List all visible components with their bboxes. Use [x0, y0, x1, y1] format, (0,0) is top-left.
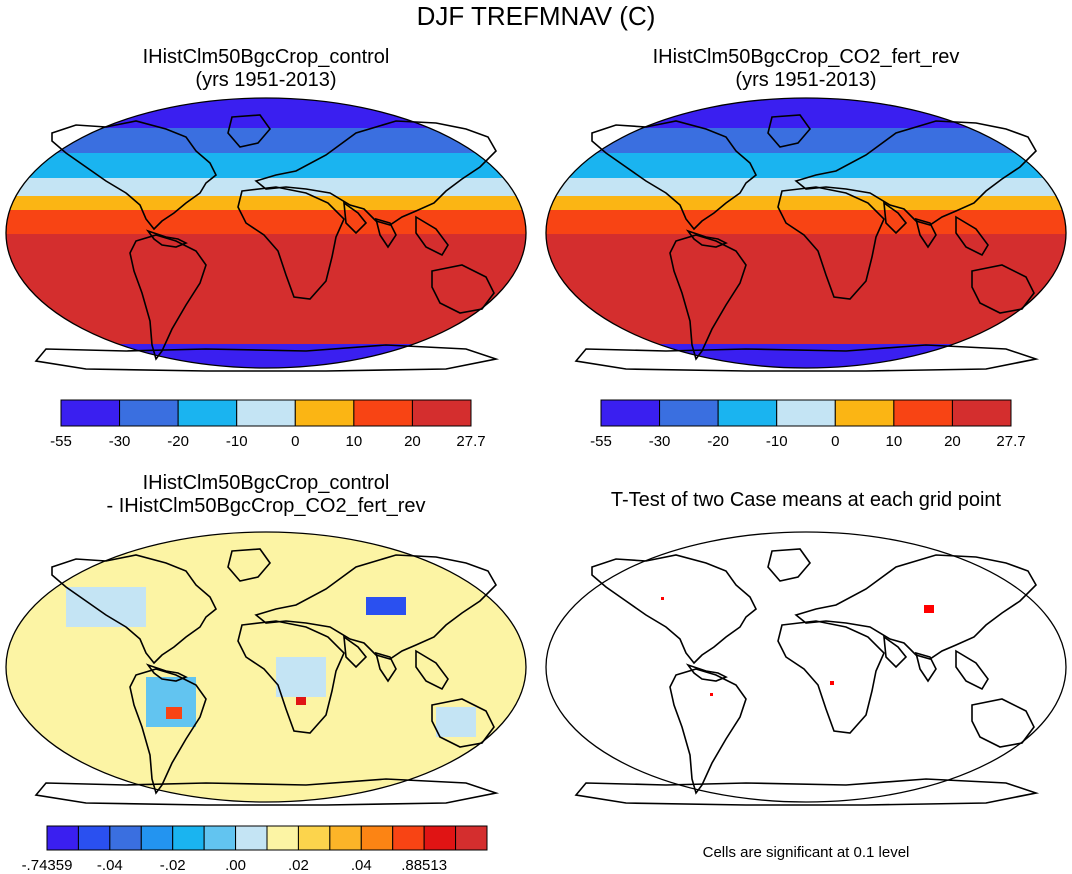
colorbar-tick-label: .02: [288, 857, 309, 874]
colorbar-tick-label: -10: [766, 433, 788, 450]
colorbar-swatch: [119, 399, 179, 427]
colorbar-swatch: [203, 825, 237, 851]
colorbar-tick-label: -.02: [160, 857, 186, 874]
colorbar-swatch: [60, 399, 121, 427]
colorbar-tick-label: .88513: [401, 857, 447, 874]
colorbar-swatch: [353, 399, 413, 427]
panel-title-top-right: IHistClm50BgcCrop_CO2_fert_rev (yrs 1951…: [556, 46, 1056, 92]
colorbar-tick-label: -.04: [97, 857, 123, 874]
colorbar-tick-label: -20: [707, 433, 729, 450]
significance-note: Cells are significant at 0.1 level: [702, 844, 910, 861]
map-panels: [5, 97, 1067, 806]
colorbar-swatch: [172, 825, 205, 851]
colorbar-swatch: [659, 399, 719, 427]
colorbar-tick-label: .04: [351, 857, 372, 874]
colorbar-tick-label: 0: [831, 433, 839, 450]
colorbar-swatch: [46, 825, 79, 851]
colorbar-swatch: [297, 825, 331, 851]
colorbar-swatch: [140, 825, 174, 851]
colorbar-control: -55 -30 -20 -10 0 10 20 27.7: [50, 399, 486, 450]
colorbar-tick-label: 20: [944, 433, 961, 450]
panel-title-bottom-right: T-Test of two Case means at each grid po…: [540, 489, 1072, 512]
panel-title-line2: - IHistClm50BgcCrop_CO2_fert_rev: [106, 495, 426, 517]
colorbar-tick-label: -30: [649, 433, 671, 450]
colorbar-difference: -.74359 -.04 -.02 .00 .02 .04 .88513: [22, 825, 488, 874]
map-co2-fert-rev: [546, 98, 1066, 368]
panel-title-line1: IHistClm50BgcCrop_CO2_fert_rev: [652, 46, 960, 68]
map-control: [6, 98, 526, 368]
colorbar-co2-fert-rev: -55 -30 -20 -10 0 10 20 27.7: [590, 399, 1026, 450]
panel-title-top-left: IHistClm50BgcCrop_control (yrs 1951-2013…: [16, 46, 516, 92]
colorbar-tick-label: -55: [590, 433, 612, 450]
colorbar-swatch: [266, 825, 299, 851]
colorbar-tick-label: 10: [886, 433, 903, 450]
colorbar-swatch: [951, 399, 1012, 427]
colorbar-tick-label: .00: [225, 857, 246, 874]
panel-title-bottom-left: IHistClm50BgcCrop_control - IHistClm50Bg…: [16, 472, 516, 518]
panel-title-line1: IHistClm50BgcCrop_control: [142, 46, 390, 68]
map-ttest: [546, 532, 1066, 802]
colorbar-swatch: [294, 399, 355, 427]
colorbar-tick-label: -30: [109, 433, 131, 450]
colorbar-tick-label: -55: [50, 433, 72, 450]
colorbar-tick-label: 27.7: [996, 433, 1025, 450]
colorbar-swatch: [411, 399, 472, 427]
colorbar-tick-label: -20: [167, 433, 189, 450]
colorbar-swatch: [834, 399, 895, 427]
colorbar-swatch: [776, 399, 836, 427]
colorbar-swatch: [455, 825, 488, 851]
panel-title-line1: IHistClm50BgcCrop_control: [142, 472, 390, 494]
colorbar-tick-label: 0: [291, 433, 299, 450]
colorbar-swatch: [109, 825, 142, 851]
colorbar-tick-label: -.74359: [22, 857, 73, 874]
colorbar-swatch: [423, 825, 457, 851]
panel-title-line2: (yrs 1951-2013): [735, 69, 877, 91]
panel-title-line2: (yrs 1951-2013): [195, 69, 337, 91]
colorbar-tick-label: -10: [226, 433, 248, 450]
colorbar-swatch: [235, 825, 268, 851]
figure-title: DJF TREFMNAV (C): [416, 1, 656, 31]
colorbar-swatch: [392, 825, 425, 851]
colorbar-swatch: [177, 399, 238, 427]
colorbar-swatch: [236, 399, 296, 427]
colorbar-swatch: [893, 399, 953, 427]
colorbar-tick-label: 20: [404, 433, 421, 450]
colorbar-tick-label: 27.7: [456, 433, 485, 450]
panel-title-line1: T-Test of two Case means at each grid po…: [610, 489, 1002, 511]
colorbar-swatch: [717, 399, 778, 427]
map-difference: [6, 532, 526, 802]
colorbar-swatch: [360, 825, 394, 851]
colorbar-swatch: [77, 825, 111, 851]
colorbar-tick-label: 10: [346, 433, 363, 450]
colorbar-swatch: [329, 825, 362, 851]
colorbar-swatch: [600, 399, 661, 427]
